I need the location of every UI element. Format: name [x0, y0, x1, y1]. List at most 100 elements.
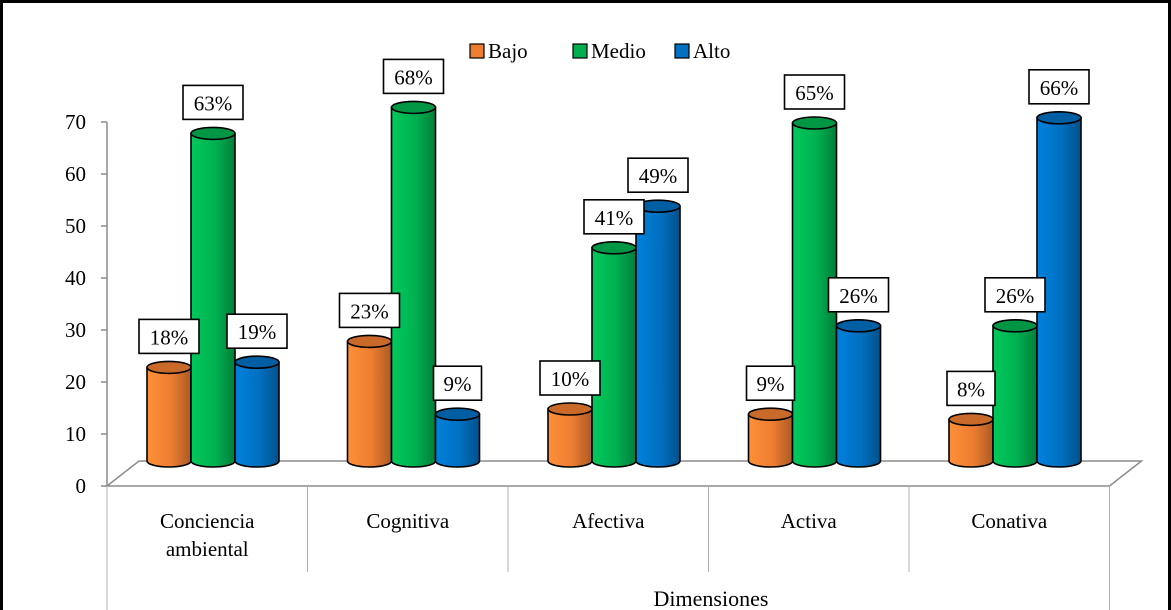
data-label: 9% [432, 365, 483, 402]
data-label: 19% [226, 313, 288, 350]
bar-top [234, 355, 280, 370]
data-label-box [182, 84, 244, 121]
bar-body [547, 408, 593, 468]
legend-label: Medio [591, 39, 646, 63]
bar-top [747, 407, 794, 422]
y-tick-label: 0 [76, 474, 87, 498]
data-label-text: 19% [238, 320, 277, 344]
data-label-box [338, 292, 401, 329]
bar-medio [390, 100, 437, 468]
data-label: 41% [583, 199, 645, 235]
bar-body [591, 247, 637, 468]
bar-bajo [547, 402, 593, 468]
bar-top [591, 241, 637, 255]
data-label-text: 18% [150, 325, 189, 349]
bar-bajo [146, 360, 192, 468]
bar-top [835, 318, 882, 333]
bar-body [390, 106, 437, 468]
data-label-text: 63% [194, 91, 233, 115]
data-label-box [627, 157, 689, 193]
bar-body [1036, 117, 1082, 468]
y-tick-label: 70 [65, 110, 86, 134]
data-label: 9% [745, 365, 796, 402]
bar-alto [1036, 111, 1082, 468]
data-label-text: 9% [444, 372, 472, 396]
bars [146, 100, 1082, 468]
legend-item-alto: Alto [674, 39, 730, 63]
bar-body [146, 366, 192, 468]
bar-top [390, 100, 437, 115]
bar-body [234, 361, 280, 468]
bar-top [1036, 111, 1082, 125]
bar-body [992, 325, 1038, 468]
data-label-box [432, 365, 483, 402]
data-label-text: 66% [1040, 76, 1079, 100]
y-tick-label: 20 [65, 370, 86, 394]
category-label: Afectiva [572, 509, 645, 533]
bar-top [190, 126, 236, 141]
legend-item-bajo: Bajo [469, 39, 528, 63]
bar-body [346, 340, 393, 468]
data-label-box [984, 276, 1046, 313]
data-label: 18% [138, 318, 200, 355]
bar-bajo [948, 412, 994, 468]
category-axis: Conciencia ambiental Cognitiva Afectiva Acti… [106, 486, 1110, 610]
data-label: 26% [984, 276, 1046, 313]
bar-body [948, 418, 994, 468]
bar-top [547, 402, 593, 416]
bar-alto [434, 407, 481, 468]
legend: Bajo Medio Alto [469, 39, 730, 63]
data-label: 23% [338, 292, 401, 329]
data-label-box [1028, 69, 1090, 105]
legend-item-medio: Medio [572, 39, 646, 63]
data-label: 63% [182, 84, 244, 121]
x-axis-title: Dimensiones [654, 586, 769, 610]
bar-alto [234, 355, 280, 468]
data-label-text: 10% [551, 367, 590, 391]
bar-body [190, 132, 236, 468]
data-label: 49% [627, 157, 689, 193]
data-label: 66% [1028, 69, 1090, 105]
data-label-text: 68% [394, 65, 433, 89]
data-label-box [783, 74, 846, 110]
y-axis: 0 10 20 30 40 50 60 70 [65, 110, 108, 498]
data-label-box [226, 313, 288, 350]
category-label: ambiental [166, 537, 249, 561]
legend-label: Alto [693, 39, 730, 63]
y-tick-label: 40 [65, 266, 86, 290]
data-label: 65% [783, 74, 846, 110]
data-label: 8% [946, 370, 996, 407]
data-label-text: 9% [757, 372, 785, 396]
category-label: Cognitiva [366, 509, 450, 533]
data-label-box [539, 360, 601, 396]
legend-swatch [469, 43, 485, 59]
bar-top [146, 360, 192, 375]
category-label: Activa [781, 509, 838, 533]
data-label-box [583, 199, 645, 235]
data-label-box [138, 318, 200, 355]
category-label: Conativa [971, 509, 1047, 533]
legend-swatch [674, 43, 690, 59]
data-label-text: 41% [595, 206, 634, 230]
bar-alto [835, 318, 882, 468]
data-labels: 18% 23% 10% 9% 8% 63% 68% 41% 65% 26% 19% 9% 49% 26% 6… [138, 58, 1090, 407]
data-label-box [745, 365, 796, 402]
bar-top [948, 412, 994, 427]
data-label: 26% [827, 276, 890, 313]
bar-medio [591, 241, 637, 468]
data-label-text: 26% [839, 284, 878, 308]
bar-body [835, 325, 882, 468]
data-label: 68% [382, 58, 445, 95]
data-label: 10% [539, 360, 601, 396]
bar-top [346, 334, 393, 349]
data-label-box [946, 370, 996, 407]
bar-body [434, 413, 481, 468]
category-label: Conciencia [160, 509, 255, 533]
y-tick-label: 50 [65, 214, 86, 238]
data-label-text: 8% [957, 377, 985, 401]
data-label-box [827, 276, 890, 313]
data-label-text: 49% [639, 164, 678, 188]
bar-top [434, 407, 481, 422]
data-label-box [382, 58, 445, 95]
